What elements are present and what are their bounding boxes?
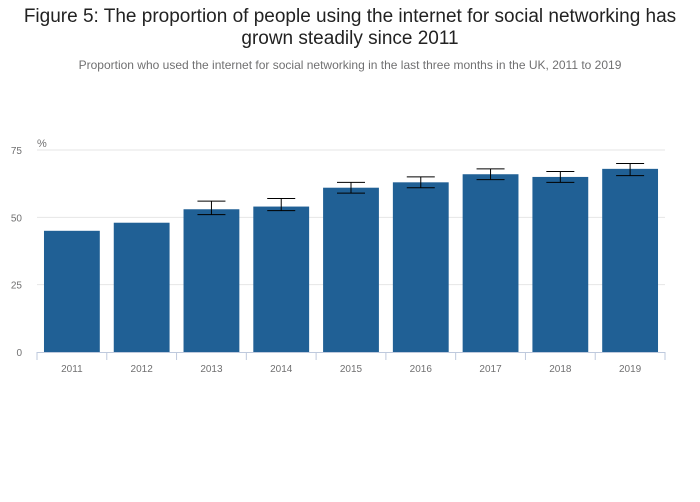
bar-2011[interactable] [43, 230, 100, 352]
y-tick-label: 50 [11, 213, 23, 224]
x-tick-label: 2015 [340, 364, 363, 375]
bar-2014[interactable] [253, 206, 310, 352]
x-tick-label: 2012 [131, 364, 154, 375]
error-bar-2014 [267, 197, 296, 212]
bar-2018[interactable] [532, 176, 589, 352]
y-tick-label: 25 [11, 281, 23, 292]
x-axis: 2011 2012 2013 2014 2015 2016 2017 2018 2019 [36, 352, 666, 375]
chart-title: Figure 5: The proportion of people using… [23, 6, 677, 49]
error-bar-2016 [406, 176, 435, 189]
y-tick-label: 0 [16, 348, 22, 359]
error-bar-2017 [476, 168, 505, 181]
y-axis: 0 25 50 75 [11, 146, 23, 359]
error-bar-2015 [337, 181, 365, 194]
chart-subtitle: Proportion who used the internet for soc… [78, 58, 622, 72]
error-bar-2018 [546, 171, 575, 183]
y-unit-label: % [37, 138, 47, 150]
bar-2016[interactable] [392, 182, 449, 352]
x-tick-label: 2011 [61, 364, 83, 375]
error-bars [197, 162, 645, 216]
bar-2012[interactable] [113, 222, 170, 352]
bar-2019[interactable] [602, 168, 659, 352]
error-bar-2019 [616, 162, 645, 177]
x-tick-label: 2018 [549, 364, 572, 375]
x-tick-label: 2013 [200, 364, 223, 375]
x-tick-label: 2016 [410, 364, 433, 375]
x-tick-label: 2017 [479, 364, 502, 375]
x-tick-label: 2019 [619, 364, 642, 375]
error-bar-2013 [197, 200, 226, 216]
bars [43, 168, 659, 352]
bar-2017[interactable] [462, 174, 519, 352]
y-tick-label: 75 [11, 146, 23, 157]
x-tick-label: 2014 [270, 364, 293, 375]
bar-2015[interactable] [323, 187, 379, 352]
bar-2013[interactable] [183, 209, 240, 352]
